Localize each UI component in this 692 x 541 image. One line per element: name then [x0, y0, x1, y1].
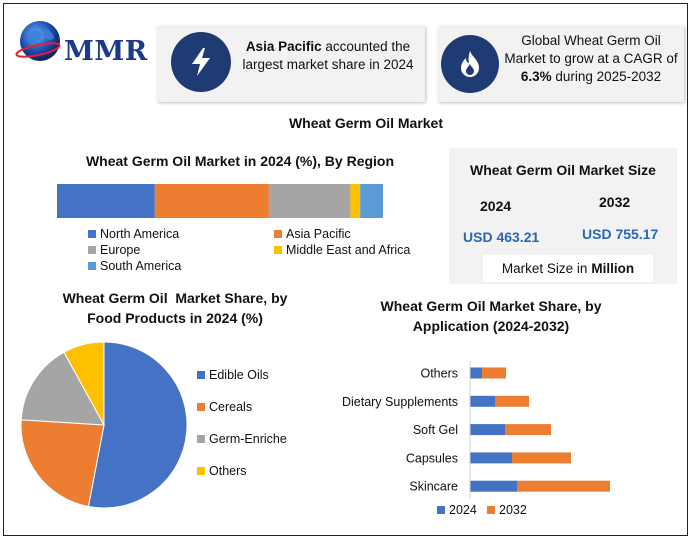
- app-legend-2024: 2024: [437, 503, 477, 517]
- app-bar-capsules-2024: [470, 452, 512, 464]
- region-bar-segment-middle-east-and-africa: [350, 184, 361, 218]
- region-bar-segment-asia-pacific: [154, 184, 269, 218]
- app-bar-others-2032: [482, 367, 506, 379]
- logo-text: MMR: [64, 36, 148, 67]
- market-size-panel: Wheat Germ Oil Market Size 2024 2032 USD…: [449, 148, 677, 284]
- market-size-year-2032: 2032: [599, 194, 631, 210]
- flame-icon: [461, 51, 479, 77]
- card-cagr-text: Global Wheat Germ Oil Market to grow at …: [498, 32, 684, 86]
- highlight-card-cagr: Global Wheat Germ Oil Market to grow at …: [438, 26, 684, 102]
- region-bar-segment-europe: [268, 184, 351, 218]
- pie-legend-cereals: Cereals: [197, 400, 252, 414]
- market-size-title: Wheat Germ Oil Market Size: [470, 162, 656, 178]
- swatch-2032: [487, 506, 495, 514]
- main-title: Wheat Germ Oil Market: [288, 115, 444, 131]
- app-category-label-skincare: Skincare: [409, 480, 458, 494]
- legend-label: Others: [209, 464, 247, 478]
- region-legend-south-america: South America: [88, 259, 181, 273]
- swatch-others: [197, 467, 205, 475]
- legend-label: Middle East and Africa: [286, 243, 411, 257]
- legend-label: Edible Oils: [209, 368, 269, 382]
- legend-label: 2024: [449, 503, 477, 517]
- region-legend-north-america: North America: [88, 227, 179, 241]
- swatch-europe: [88, 246, 96, 254]
- app-category-label-others: Others: [420, 367, 458, 381]
- region-bar-segment-north-america: [57, 184, 155, 218]
- legend-label: Germ-Enriche: [209, 432, 287, 446]
- app-category-label-dietary-supplements: Dietary Supplements: [342, 395, 458, 409]
- app-bar-others-2024: [470, 367, 482, 379]
- pie-title-line1: Wheat Germ Oil Market Share, by: [62, 290, 288, 306]
- card-cagr-bold: 6.3%: [520, 69, 552, 84]
- app-bar-soft-gel-2024: [470, 424, 505, 436]
- swatch-north-america: [88, 230, 96, 238]
- swatch-edible-oils: [197, 371, 205, 379]
- pie-slice-cereals: [20, 419, 105, 508]
- card-cagr-line2: Market to grow at a CAGR of: [504, 51, 678, 66]
- pie-legend-germ-enriched: Germ-Enriche: [197, 432, 289, 446]
- legend-label: Cereals: [209, 400, 253, 414]
- app-title-line1: Wheat Germ Oil Market Share, by: [380, 298, 602, 314]
- app-chart-title: Wheat Germ Oil Market Share, by Applicat…: [346, 296, 636, 336]
- region-bar-segment-south-america: [360, 184, 383, 218]
- pie-slice-germ-enriched-foods: [20, 351, 105, 426]
- highlight-card-region: Asia Pacific accounted the largest marke…: [157, 26, 425, 102]
- swatch-2024: [437, 506, 445, 514]
- card-region-bold: Asia Pacific: [245, 39, 322, 54]
- region-chart-title: Wheat Germ Oil Market in 2024 (%), By Re…: [85, 153, 395, 169]
- swatch-south-america: [88, 262, 96, 270]
- mmr-logo: MMR: [12, 14, 147, 70]
- pie-slice-edible-oils: [87, 341, 188, 509]
- unit-prefix: Market Size in: [501, 261, 588, 276]
- pie-legend-edible-oils: Edible Oils: [197, 368, 269, 382]
- region-legend-middle-east-africa: Middle East and Africa: [274, 243, 410, 257]
- legend-label: 2032: [499, 503, 527, 517]
- market-size-value-2032: USD 755.17: [582, 226, 659, 242]
- card-region-line2: largest market share in 2024: [242, 57, 414, 72]
- flame-icon-badge: [441, 35, 499, 93]
- region-legend-asia-pacific: Asia Pacific: [274, 227, 351, 241]
- legend-label: North America: [100, 227, 180, 241]
- region-legend-europe: Europe: [88, 243, 140, 257]
- card-cagr-line1: Global Wheat Germ Oil: [521, 33, 661, 48]
- lightning-icon-badge: [171, 32, 231, 92]
- app-bar-soft-gel-2032: [505, 424, 551, 436]
- app-bar-dietary-supplements-2024: [470, 395, 495, 407]
- globe-icon: [15, 21, 61, 61]
- market-size-unit: Market Size in Million: [483, 255, 653, 282]
- swatch-germ-enriched: [197, 435, 205, 443]
- app-bar-capsules-2032: [512, 452, 571, 464]
- app-title-line2: Application (2024-2032): [412, 318, 570, 334]
- pie-chart-title: Wheat Germ Oil Market Share, by Food Pro…: [40, 288, 310, 328]
- legend-label: Asia Pacific: [286, 227, 351, 241]
- app-legend-2032: 2032: [487, 503, 527, 517]
- app-bar-skincare-2032: [517, 480, 610, 492]
- pie-legend-others: Others: [197, 464, 247, 478]
- pie-slice-others: [63, 341, 105, 426]
- app-category-label-capsules: Capsules: [406, 451, 458, 465]
- market-size-year-2024: 2024: [480, 198, 512, 214]
- legend-label: South America: [100, 259, 182, 273]
- legend-label: Europe: [100, 243, 141, 257]
- app-bar-dietary-supplements-2032: [495, 395, 529, 407]
- pie-title-line2: Food Products in 2024 (%): [87, 310, 263, 326]
- swatch-middle-east-africa: [274, 246, 282, 254]
- lightning-icon: [192, 48, 210, 76]
- unit-bold: Million: [591, 261, 635, 276]
- market-size-value-2024: USD 463.21: [463, 229, 540, 245]
- card-cagr-line3: during 2025-2032: [551, 69, 662, 84]
- app-category-label-soft-gel: Soft Gel: [413, 423, 458, 437]
- card-region-text: Asia Pacific accounted the largest marke…: [233, 38, 423, 74]
- swatch-cereals: [197, 403, 205, 411]
- app-bar-skincare-2024: [470, 480, 517, 492]
- swatch-asia-pacific: [274, 230, 282, 238]
- card-region-line1: accounted the: [321, 39, 411, 54]
